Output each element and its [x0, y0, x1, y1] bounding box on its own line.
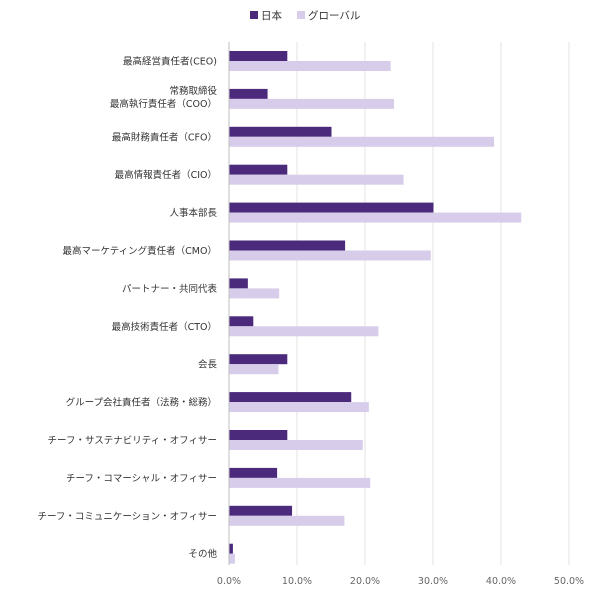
category-label: 最高執行責任者（COO）: [110, 98, 217, 110]
bar-japan: [229, 202, 434, 213]
bar-japan: [229, 278, 248, 289]
x-tick-label: 0.0%: [217, 576, 241, 587]
category-label: チーフ・コミュニケーション・オフィサー: [37, 511, 217, 522]
x-tick-label: 10.0%: [282, 576, 312, 587]
bar-global: [229, 250, 431, 261]
bar-japan: [229, 467, 278, 478]
bar-japan: [229, 316, 254, 327]
category-label: チーフ・サステナビリティ・オフィサー: [48, 436, 217, 447]
legend-label: グローバル: [308, 9, 360, 22]
bar-global: [229, 515, 345, 526]
bar-global: [229, 174, 404, 185]
bar-japan: [229, 126, 332, 137]
legend-swatch-global: [297, 11, 305, 19]
x-tick-label: 20.0%: [350, 576, 380, 587]
bar-global: [229, 364, 279, 375]
category-label: 最高マーケティング責任者（CMO）: [62, 245, 217, 257]
bar-japan: [229, 430, 288, 440]
category-label: 最高技術責任者（CTO）: [112, 321, 217, 333]
category-label: 会長: [198, 359, 218, 371]
bar-global: [229, 288, 280, 299]
bar-global: [229, 440, 363, 450]
bar-global: [229, 326, 379, 337]
bar-japan: [229, 164, 288, 175]
bar-global: [229, 212, 522, 223]
bar-japan: [229, 354, 288, 365]
bar-global: [229, 477, 371, 488]
bar-japan: [229, 240, 346, 251]
category-label: グループ会社責任者（法務・総務）: [66, 397, 217, 409]
bars: [229, 51, 522, 564]
category-label: 人事本部長: [169, 207, 217, 219]
x-tick-label: 30.0%: [418, 576, 448, 587]
category-label: その他: [188, 548, 217, 560]
category-label: 最高情報責任者（CIO）: [115, 169, 217, 181]
x-tick-label: 40.0%: [486, 576, 516, 587]
bar-global: [229, 98, 395, 109]
category-label: チーフ・コマーシャル・オフィサー: [66, 473, 217, 484]
category-label: パートナー・共同代表: [122, 283, 218, 295]
category-label: 最高経営責任者(CEO): [123, 56, 217, 68]
bar-global: [229, 402, 369, 413]
bar-global: [229, 136, 495, 147]
bar-japan: [229, 392, 352, 403]
bar-japan: [229, 505, 293, 516]
legend: 日本 グローバル: [250, 9, 360, 22]
bar-japan: [229, 51, 288, 61]
legend-label: 日本: [261, 9, 282, 22]
category-label: 常務取締役: [169, 85, 217, 97]
bar-global: [229, 61, 391, 71]
x-tick-labels: 0.0% 10.0% 20.0% 30.0% 40.0% 50.0%: [217, 576, 584, 587]
bar-japan: [229, 543, 233, 554]
legend-swatch-japan: [250, 11, 258, 19]
x-tick-label: 50.0%: [554, 576, 584, 587]
bar-global: [229, 553, 235, 564]
bar-japan: [229, 88, 268, 99]
category-label: 最高財務責任者（CFO）: [112, 131, 217, 143]
